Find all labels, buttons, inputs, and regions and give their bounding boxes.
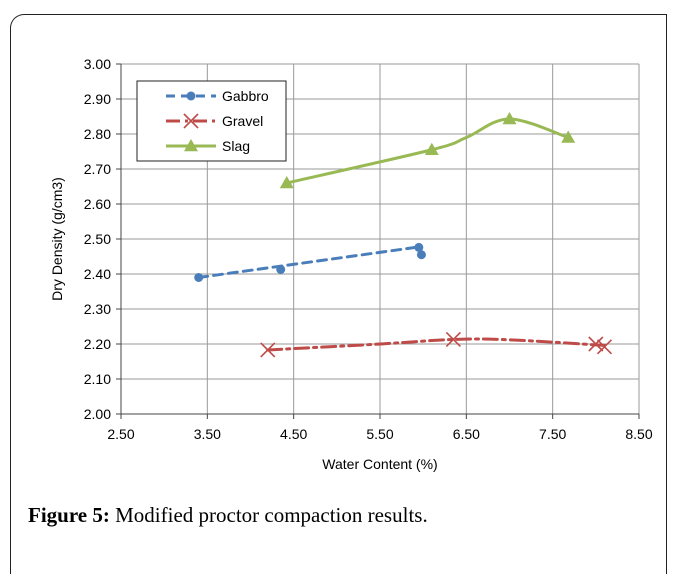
y-tick-label: 2.30 (84, 301, 111, 317)
series-layer (194, 111, 613, 358)
axes (116, 63, 640, 419)
data-point-gravel (596, 339, 613, 355)
y-tick-label: 2.90 (84, 91, 111, 107)
y-tick-label: 2.20 (84, 336, 111, 352)
legend: Gabbro Gravel Slag (136, 80, 287, 162)
legend-item-gabbro: Gabbro (166, 88, 269, 104)
series-gravel (260, 331, 613, 358)
data-point-slag (561, 130, 576, 143)
data-point-gravel (588, 336, 604, 352)
marker-x-stroke (260, 342, 276, 358)
x-tick-label: 3.50 (194, 426, 221, 442)
y-axis-label: Dry Density (g/cm3) (49, 177, 65, 301)
data-point-gabbro (416, 250, 426, 260)
legend-box (136, 80, 287, 162)
legend-marker-gabbro (186, 91, 196, 101)
data-point-slag (279, 176, 294, 189)
data-point-slag (424, 142, 439, 155)
data-point-gravel (260, 342, 276, 358)
x-tick-label: 5.50 (366, 426, 393, 442)
chart: 2.50 3.50 4.50 5.50 6.50 7.50 8.50 2.00 2.10 2.2… (49, 56, 653, 472)
x-tick-labels: 2.50 3.50 4.50 5.50 6.50 7.50 8.50 (107, 426, 652, 442)
marker-x-stroke (596, 339, 613, 355)
x-tick-label: 4.50 (280, 426, 307, 442)
series-gabbro (194, 242, 426, 282)
x-tick-label: 7.50 (539, 426, 566, 442)
y-tick-label: 2.40 (84, 266, 111, 282)
figure-frame (10, 14, 667, 574)
x-tick-label: 6.50 (453, 426, 480, 442)
y-tick-label: 2.00 (84, 406, 111, 422)
y-tick-label: 3.00 (84, 56, 111, 72)
legend-label-gabbro: Gabbro (222, 88, 269, 104)
data-point-gabbro (276, 264, 286, 274)
legend-label-gravel: Gravel (222, 113, 263, 129)
marker-x-stroke (445, 331, 461, 348)
legend-marker-slag (184, 139, 198, 152)
caption-label: Figure 5: (28, 503, 110, 527)
y-tick-labels: 2.00 2.10 2.20 2.30 2.40 2.50 2.60 2.70 2.80 2.90… (84, 56, 111, 422)
marker-x-stroke (588, 336, 604, 352)
series-slag (279, 111, 576, 189)
x-axis-label: Water Content (%) (322, 456, 437, 472)
data-point-gabbro (414, 242, 424, 252)
legend-label-slag: Slag (222, 138, 250, 154)
legend-item-slag: Slag (166, 138, 250, 154)
x-tick-label: 2.50 (107, 426, 134, 442)
y-tick-label: 2.10 (84, 371, 111, 387)
data-point-gabbro (194, 273, 204, 282)
y-tick-label: 2.70 (84, 161, 111, 177)
y-tick-label: 2.80 (84, 126, 111, 142)
caption-text: Modified proctor compaction results. (109, 503, 428, 527)
y-tick-label: 2.50 (84, 231, 111, 247)
data-point-gravel (445, 331, 461, 348)
y-tick-label: 2.60 (84, 196, 111, 212)
series-line-slag (285, 117, 570, 185)
series-line-gravel (266, 337, 606, 352)
series-line-gabbro (197, 245, 423, 279)
marker-x-stroke (183, 113, 199, 129)
x-tick-label: 8.50 (625, 426, 652, 442)
legend-marker-gravel (183, 113, 199, 129)
data-point-slag (502, 111, 517, 125)
figure-caption: Figure 5: Modified proctor compaction re… (28, 503, 428, 528)
legend-item-gravel: Gravel (166, 113, 263, 129)
